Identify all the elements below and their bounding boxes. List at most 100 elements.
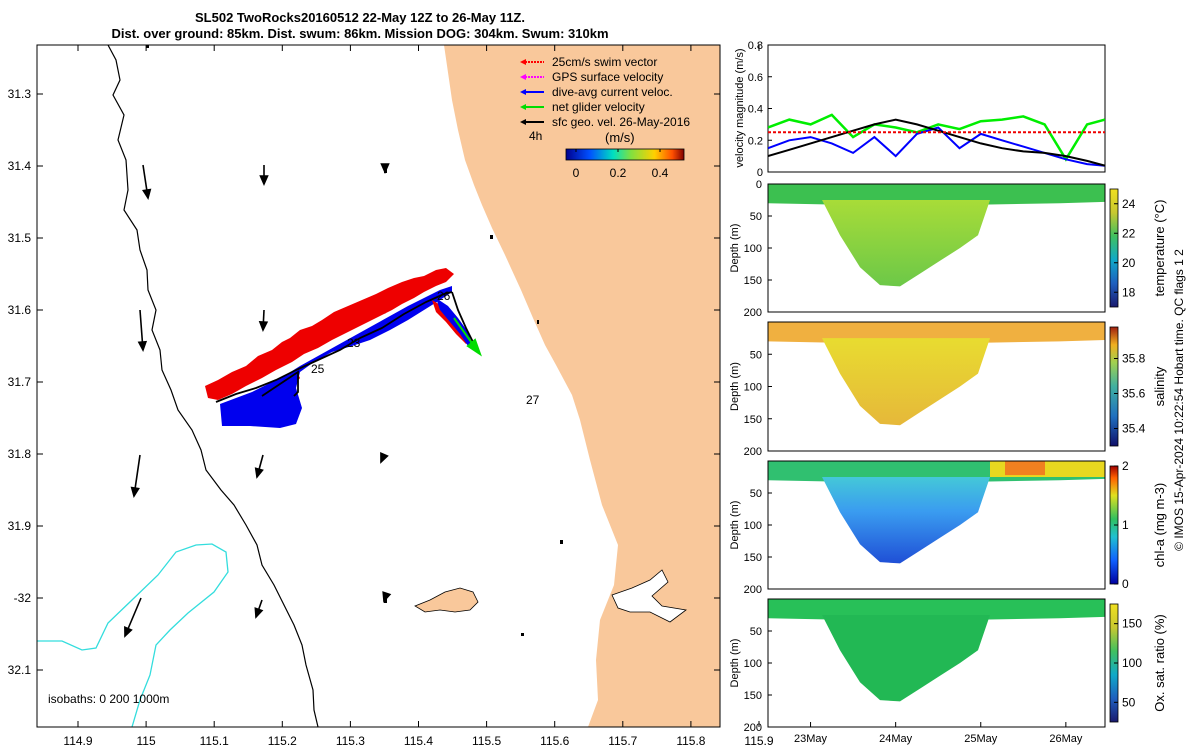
legend-arrowhead [520, 104, 526, 110]
day-marker-23: 23 [347, 336, 361, 350]
map-panel: 114.9 115 115.1 115.2 115.3 115.4 115.5 115.6 11… [8, 44, 774, 748]
geo-velocity-arrowhead [130, 486, 140, 498]
date-axis: 23May 24May 25May 26May [794, 722, 1083, 745]
map-x-tick-label: 115.2 [268, 734, 297, 748]
colorbar-tick-label: 24 [1122, 197, 1136, 211]
depth-tick-label: 50 [750, 349, 762, 361]
map-y-tick-label: 31.5 [8, 231, 32, 245]
land-area [444, 45, 720, 727]
colorbar-tick-label: 0.4 [652, 166, 669, 180]
geo-velocity-arrowhead [380, 452, 389, 464]
map-y-tick-label: 31.7 [8, 375, 32, 389]
chart-title-line1: SL502 TwoRocks20160512 22-May 12Z to 26-… [195, 10, 525, 25]
time-label: 4h [529, 129, 542, 143]
depth-tick-label: 100 [744, 243, 762, 255]
date-tick-label: 25May [964, 733, 998, 745]
velocity-y-tick-label: 0.2 [748, 135, 763, 147]
current-vector-fan [220, 286, 452, 428]
depth-tick-label: 150 [744, 552, 762, 564]
legend-entry: net glider velocity [520, 100, 645, 114]
colorbar-tick-label: 150 [1122, 617, 1142, 631]
colorbar-tick-label: 1 [1122, 518, 1129, 532]
depth-tick-label: 100 [744, 520, 762, 532]
depth-axis-label: Depth (m) [729, 501, 741, 550]
depth-tick-label: 150 [744, 690, 762, 702]
profile-section [822, 477, 990, 564]
day-marker-25: 25 [311, 362, 325, 376]
colorbar-tick-label: 0 [573, 166, 580, 180]
depth-tick-label: 150 [744, 414, 762, 426]
map-y-tick-label: 31.3 [8, 87, 32, 101]
depth-tick-label: 100 [744, 382, 762, 394]
map-x-tick-label: 115.6 [540, 734, 569, 748]
depth-tick-label: 200 [744, 446, 762, 458]
depth-tick-label: 50 [750, 626, 762, 638]
map-x-tick-label: 115.8 [676, 734, 705, 748]
legend-arrowhead [520, 89, 526, 95]
map-y-tick-label: 31.9 [8, 519, 32, 533]
geostrophic-velocity-arrows [124, 163, 392, 638]
date-tick-label: 24May [879, 733, 913, 745]
profile-section [822, 338, 990, 426]
net-glider-velocity-arrow [453, 317, 482, 357]
map-y-tick-label: 32.1 [8, 663, 32, 677]
current-vector-fan-2 [436, 298, 472, 346]
colorbar-tick-label: 2 [1122, 459, 1129, 473]
map-x-tick-label: 115 [137, 734, 156, 748]
day-marker-27: 27 [526, 393, 540, 407]
current-speed-line [768, 126, 1105, 167]
legend-entry: sfc geo. vel. 26-May-2016 [520, 115, 690, 129]
copyright-footer: © IMOS 15-Apr-2024 10:22:54 Hobart time.… [1172, 249, 1186, 551]
geo-velocity-arrowhead [254, 467, 264, 479]
profile-panel-oxygen: 50 100 150 200 Depth (m) 50 100 150 Ox. sat. rat… [729, 598, 1167, 734]
colorbar-tick-label: 35.4 [1122, 422, 1146, 436]
depth-axis-label: Depth (m) [729, 224, 741, 273]
depth-tick-label: 200 [744, 722, 762, 734]
surface-layer [768, 599, 1105, 620]
velocity-series [768, 113, 1105, 167]
colorbar-label: temperature (°C) [1152, 200, 1167, 297]
depth-axis-label: Depth (m) [729, 362, 741, 411]
legend-arrowhead [520, 74, 526, 80]
depth-tick-label: 100 [744, 658, 762, 670]
geo-velocity-arrowhead [259, 175, 269, 186]
velocity-axes [767, 44, 1106, 173]
isobaths-label: isobaths: 0 200 1000m [48, 692, 169, 706]
map-y-tick-label: 31.8 [8, 447, 32, 461]
swim-vector-fan [205, 268, 454, 400]
map-y-axis: 31.3 31.4 31.5 31.6 31.7 31.8 31.9 -32 32.1 [8, 87, 720, 677]
velocity-y-tick-label: 0.6 [748, 72, 763, 84]
colorbar-tick-label: 22 [1122, 226, 1136, 240]
map-frame [36, 44, 721, 728]
surface-layer [768, 322, 1105, 343]
profile-panel-temperature: 0 50 100 150 200 Depth (m) 18 20 22 24 temperature… [729, 179, 1167, 319]
geo-velocity-arrowhead [382, 591, 392, 603]
map-x-tick-label: 114.9 [63, 734, 92, 748]
map-x-tick-label: 115.5 [472, 734, 501, 748]
chart-title-line2: Dist. over ground: 85km. Dist. swum: 86k… [111, 26, 609, 41]
speed-colorbar [565, 148, 685, 161]
depth-tick-label: 50 [750, 488, 762, 500]
depth-tick-label: 200 [744, 584, 762, 596]
geo-velocity-arrowhead [380, 163, 390, 174]
glider-vectors: 25 26 27 23 [205, 268, 540, 428]
colorbar-tick-label: 0.2 [610, 166, 627, 180]
colorbar-tick-label: 35.6 [1122, 387, 1146, 401]
day-marker-26: 26 [437, 289, 451, 303]
legend-entry: GPS surface velocity [520, 70, 663, 84]
colorbar-title: (m/s) [605, 130, 635, 145]
colorbar-tick-label: 18 [1122, 285, 1136, 299]
colorbar-temperature [1109, 188, 1119, 308]
glider-track [215, 291, 475, 403]
depth-tick-label: 50 [750, 211, 762, 223]
map-x-tick-label: 115.9 [744, 734, 773, 748]
colorbar-label: salinity [1152, 366, 1167, 406]
legend-entry: 25cm/s swim vector [520, 55, 657, 69]
colorbar-salinity [1109, 326, 1119, 447]
map-y-tick-label: -32 [14, 591, 32, 605]
colorbar-tick-label: 0 [1122, 577, 1129, 591]
map-x-tick-label: 115.1 [200, 734, 229, 748]
